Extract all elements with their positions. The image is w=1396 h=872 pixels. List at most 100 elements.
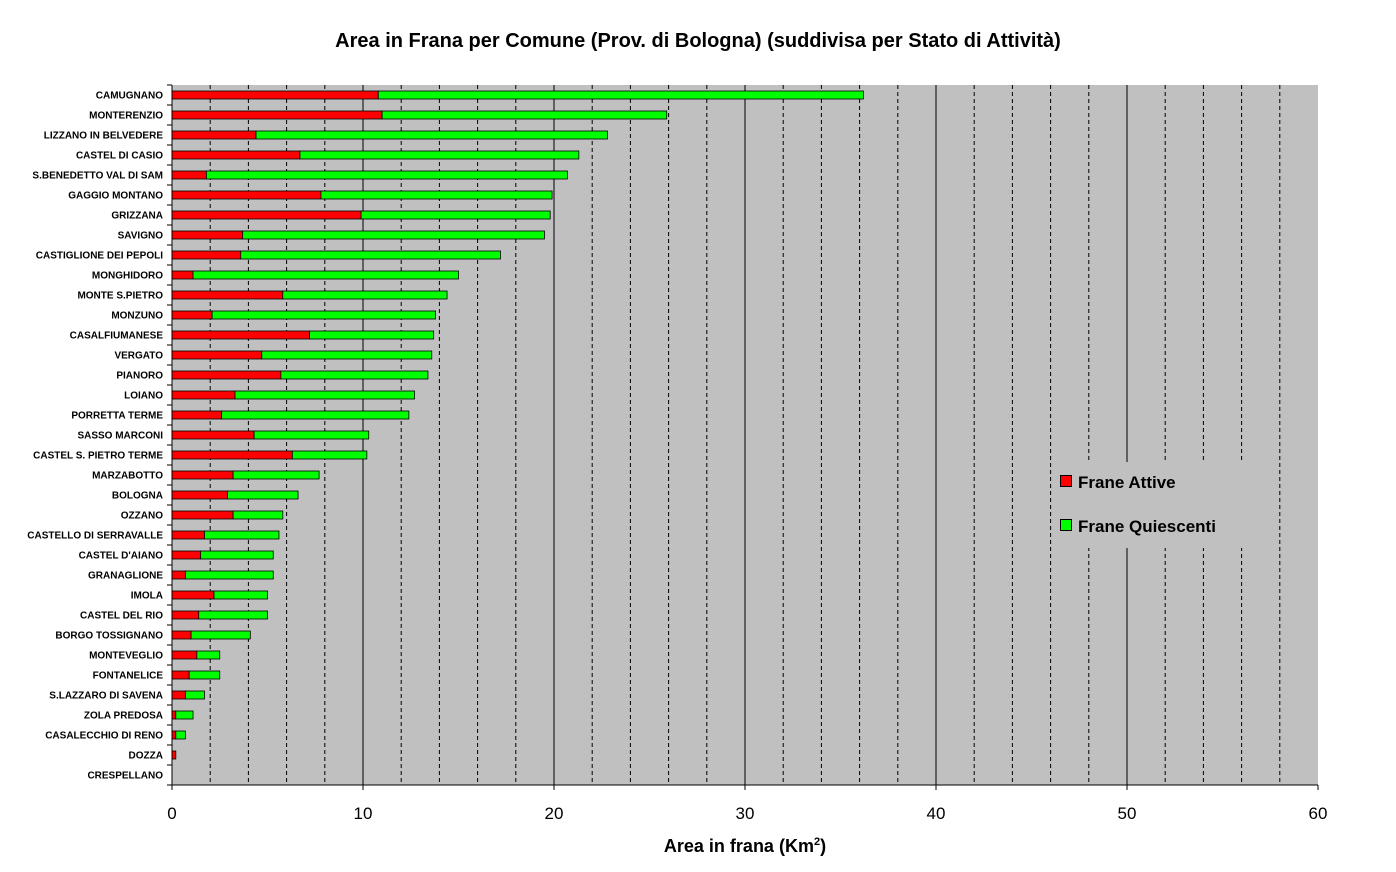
bar-frane-attive — [171, 650, 198, 660]
category-label: CASTELLO DI SERRAVALLE — [27, 531, 163, 542]
bar-frane-attive — [171, 330, 310, 340]
bar-frane-attive — [171, 290, 284, 300]
axes: 0 10 20 30 40 50 60 — [167, 84, 1328, 823]
x-tick-label: 30 — [736, 804, 755, 823]
bar-frane-attive — [171, 670, 190, 680]
bar-frane-attive — [171, 250, 242, 260]
bar-frane-attive — [171, 710, 177, 720]
category-label: CASTEL DEL RIO — [80, 611, 163, 622]
category-label: DOZZA — [129, 751, 163, 762]
bar-frane-attive — [171, 190, 322, 200]
x-axis-label: Area in frana (Km2) — [663, 836, 827, 856]
bar-frane-attive — [171, 230, 244, 240]
bar-frane-quiescenti — [205, 170, 568, 180]
bar-frane-quiescenti — [192, 270, 459, 280]
bar-frane-attive — [171, 510, 234, 520]
bar-frane-quiescenti — [280, 370, 429, 380]
bar-frane-quiescenti — [377, 90, 864, 100]
bar-frane-attive — [171, 350, 263, 360]
category-label: BORGO TOSSIGNANO — [55, 631, 163, 642]
category-label: PORRETTA TERME — [71, 411, 163, 422]
x-tick-label: 60 — [1309, 804, 1328, 823]
bar-frane-quiescenti — [255, 130, 608, 140]
bar-frane-quiescenti — [309, 330, 435, 340]
category-label: MARZABOTTO — [92, 471, 163, 482]
bar-frane-attive — [171, 110, 383, 120]
bar-frane-quiescenti — [221, 410, 410, 420]
legend-item-frane-attive: Frane Attive — [1060, 473, 1176, 493]
bar-frane-attive — [171, 730, 177, 740]
bar-frane-quiescenti — [232, 470, 320, 480]
bar-frane-quiescenti — [211, 310, 436, 320]
bar-frane-attive — [171, 210, 362, 220]
category-label: MONTEVEGLIO — [89, 651, 163, 662]
category-label: CASTEL DI CASIO — [76, 151, 163, 162]
bar-frane-attive — [171, 310, 213, 320]
category-label: CASTIGLIONE DEI PEPOLI — [36, 251, 163, 262]
bar-frane-attive — [171, 610, 200, 620]
legend-swatch-frane-attive — [1060, 475, 1072, 487]
bar-frane-quiescenti — [184, 690, 205, 700]
category-label: MONGHIDORO — [92, 271, 163, 282]
category-label: OZZANO — [121, 511, 163, 522]
category-label: LIZZANO IN BELVEDERE — [44, 131, 164, 142]
bar-frane-attive — [171, 550, 202, 560]
bar-frane-quiescenti — [261, 350, 433, 360]
bar-frane-attive — [171, 470, 234, 480]
bar-frane-quiescenti — [240, 250, 501, 260]
bar-frane-quiescenti — [196, 650, 221, 660]
category-label: GRIZZANA — [111, 211, 163, 222]
bar-frane-quiescenti — [175, 730, 186, 740]
category-label: GRANAGLIONE — [88, 571, 163, 582]
category-label: GAGGIO MONTANO — [68, 191, 163, 202]
category-label: CRESPELLANO — [87, 771, 163, 782]
bar-frane-attive — [171, 630, 192, 640]
bar-frane-quiescenti — [360, 210, 551, 220]
category-label: CASTEL S. PIETRO TERME — [33, 451, 163, 462]
bar-frane-attive — [171, 150, 301, 160]
bar-frane-attive — [171, 390, 236, 400]
category-label: MONZUNO — [111, 311, 163, 322]
bar-frane-attive — [171, 170, 207, 180]
bars — [171, 90, 864, 760]
category-label: CASALECCHIO DI RENO — [45, 731, 163, 742]
category-label: CASTEL D'AIANO — [79, 551, 164, 562]
bar-frane-attive — [171, 490, 228, 500]
bar-frane-quiescenti — [253, 430, 370, 440]
category-label: MONTERENZIO — [89, 111, 163, 122]
bar-frane-attive — [171, 750, 177, 760]
bar-frane-quiescenti — [213, 590, 268, 600]
category-label: CASALFIUMANESE — [70, 331, 164, 342]
category-label: MONTE S.PIETRO — [77, 291, 163, 302]
bar-frane-quiescenti — [234, 390, 415, 400]
grid-lines — [209, 85, 1281, 785]
legend-label-frane-quiescenti: Frane Quiescenti — [1078, 517, 1216, 536]
bar-frane-quiescenti — [175, 710, 194, 720]
category-label: VERGATO — [114, 351, 163, 362]
legend: Frane Attive Frane Quiescenti — [1052, 462, 1244, 548]
bar-frane-attive — [171, 570, 186, 580]
bar-frane-attive — [171, 370, 282, 380]
x-tick-label: 20 — [545, 804, 564, 823]
chart-title: Area in Frana per Comune (Prov. di Bolog… — [335, 30, 1061, 52]
x-tick-label: 0 — [167, 804, 176, 823]
x-tick-label: 50 — [1118, 804, 1137, 823]
x-tick-label: 40 — [927, 804, 946, 823]
category-label: LOIANO — [124, 391, 163, 402]
bar-frane-quiescenti — [282, 290, 448, 300]
bar-frane-quiescenti — [299, 150, 580, 160]
bar-frane-quiescenti — [188, 670, 221, 680]
legend-swatch-frane-quiescenti — [1060, 519, 1072, 531]
category-label: ZOLA PREDOSA — [84, 711, 163, 722]
bar-frane-quiescenti — [320, 190, 553, 200]
bar-frane-quiescenti — [190, 630, 251, 640]
bar-frane-quiescenti — [242, 230, 545, 240]
bar-frane-attive — [171, 90, 379, 100]
category-label: SAVIGNO — [118, 231, 164, 242]
x-tick-label: 10 — [354, 804, 373, 823]
category-label: BOLOGNA — [112, 491, 163, 502]
bar-frane-quiescenti — [232, 510, 284, 520]
category-label: S.BENEDETTO VAL DI SAM — [32, 171, 163, 182]
bar-frane-attive — [171, 530, 205, 540]
bar-frane-quiescenti — [184, 570, 274, 580]
